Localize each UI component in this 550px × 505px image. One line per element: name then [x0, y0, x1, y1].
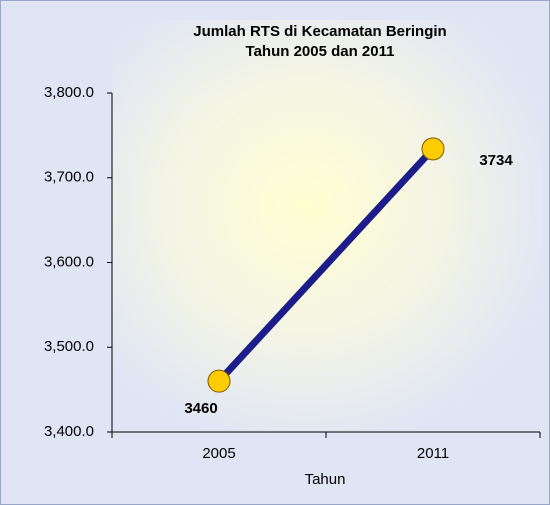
- y-tick-label: 3,600.0: [44, 253, 94, 270]
- x-tick-label: 2005: [202, 445, 235, 462]
- y-tick-label: 3,800.0: [44, 84, 94, 101]
- plot-area: [112, 20, 542, 432]
- x-tick-label: 2011: [417, 445, 449, 462]
- y-tick-label: 3,500.0: [44, 338, 94, 355]
- data-label: 3734: [479, 152, 513, 169]
- chart-title: Tahun 2005 dan 2011: [246, 43, 395, 60]
- marker: [421, 137, 445, 161]
- line: [216, 146, 436, 384]
- y-tick-label: 3,700.0: [44, 169, 94, 186]
- marker: [207, 369, 231, 393]
- y-tick-label: 3,400.0: [44, 423, 94, 440]
- x-axis-label: Tahun: [305, 471, 346, 488]
- data-label: 3460: [184, 400, 217, 417]
- chart-title: Jumlah RTS di Kecamatan Beringin: [193, 23, 446, 40]
